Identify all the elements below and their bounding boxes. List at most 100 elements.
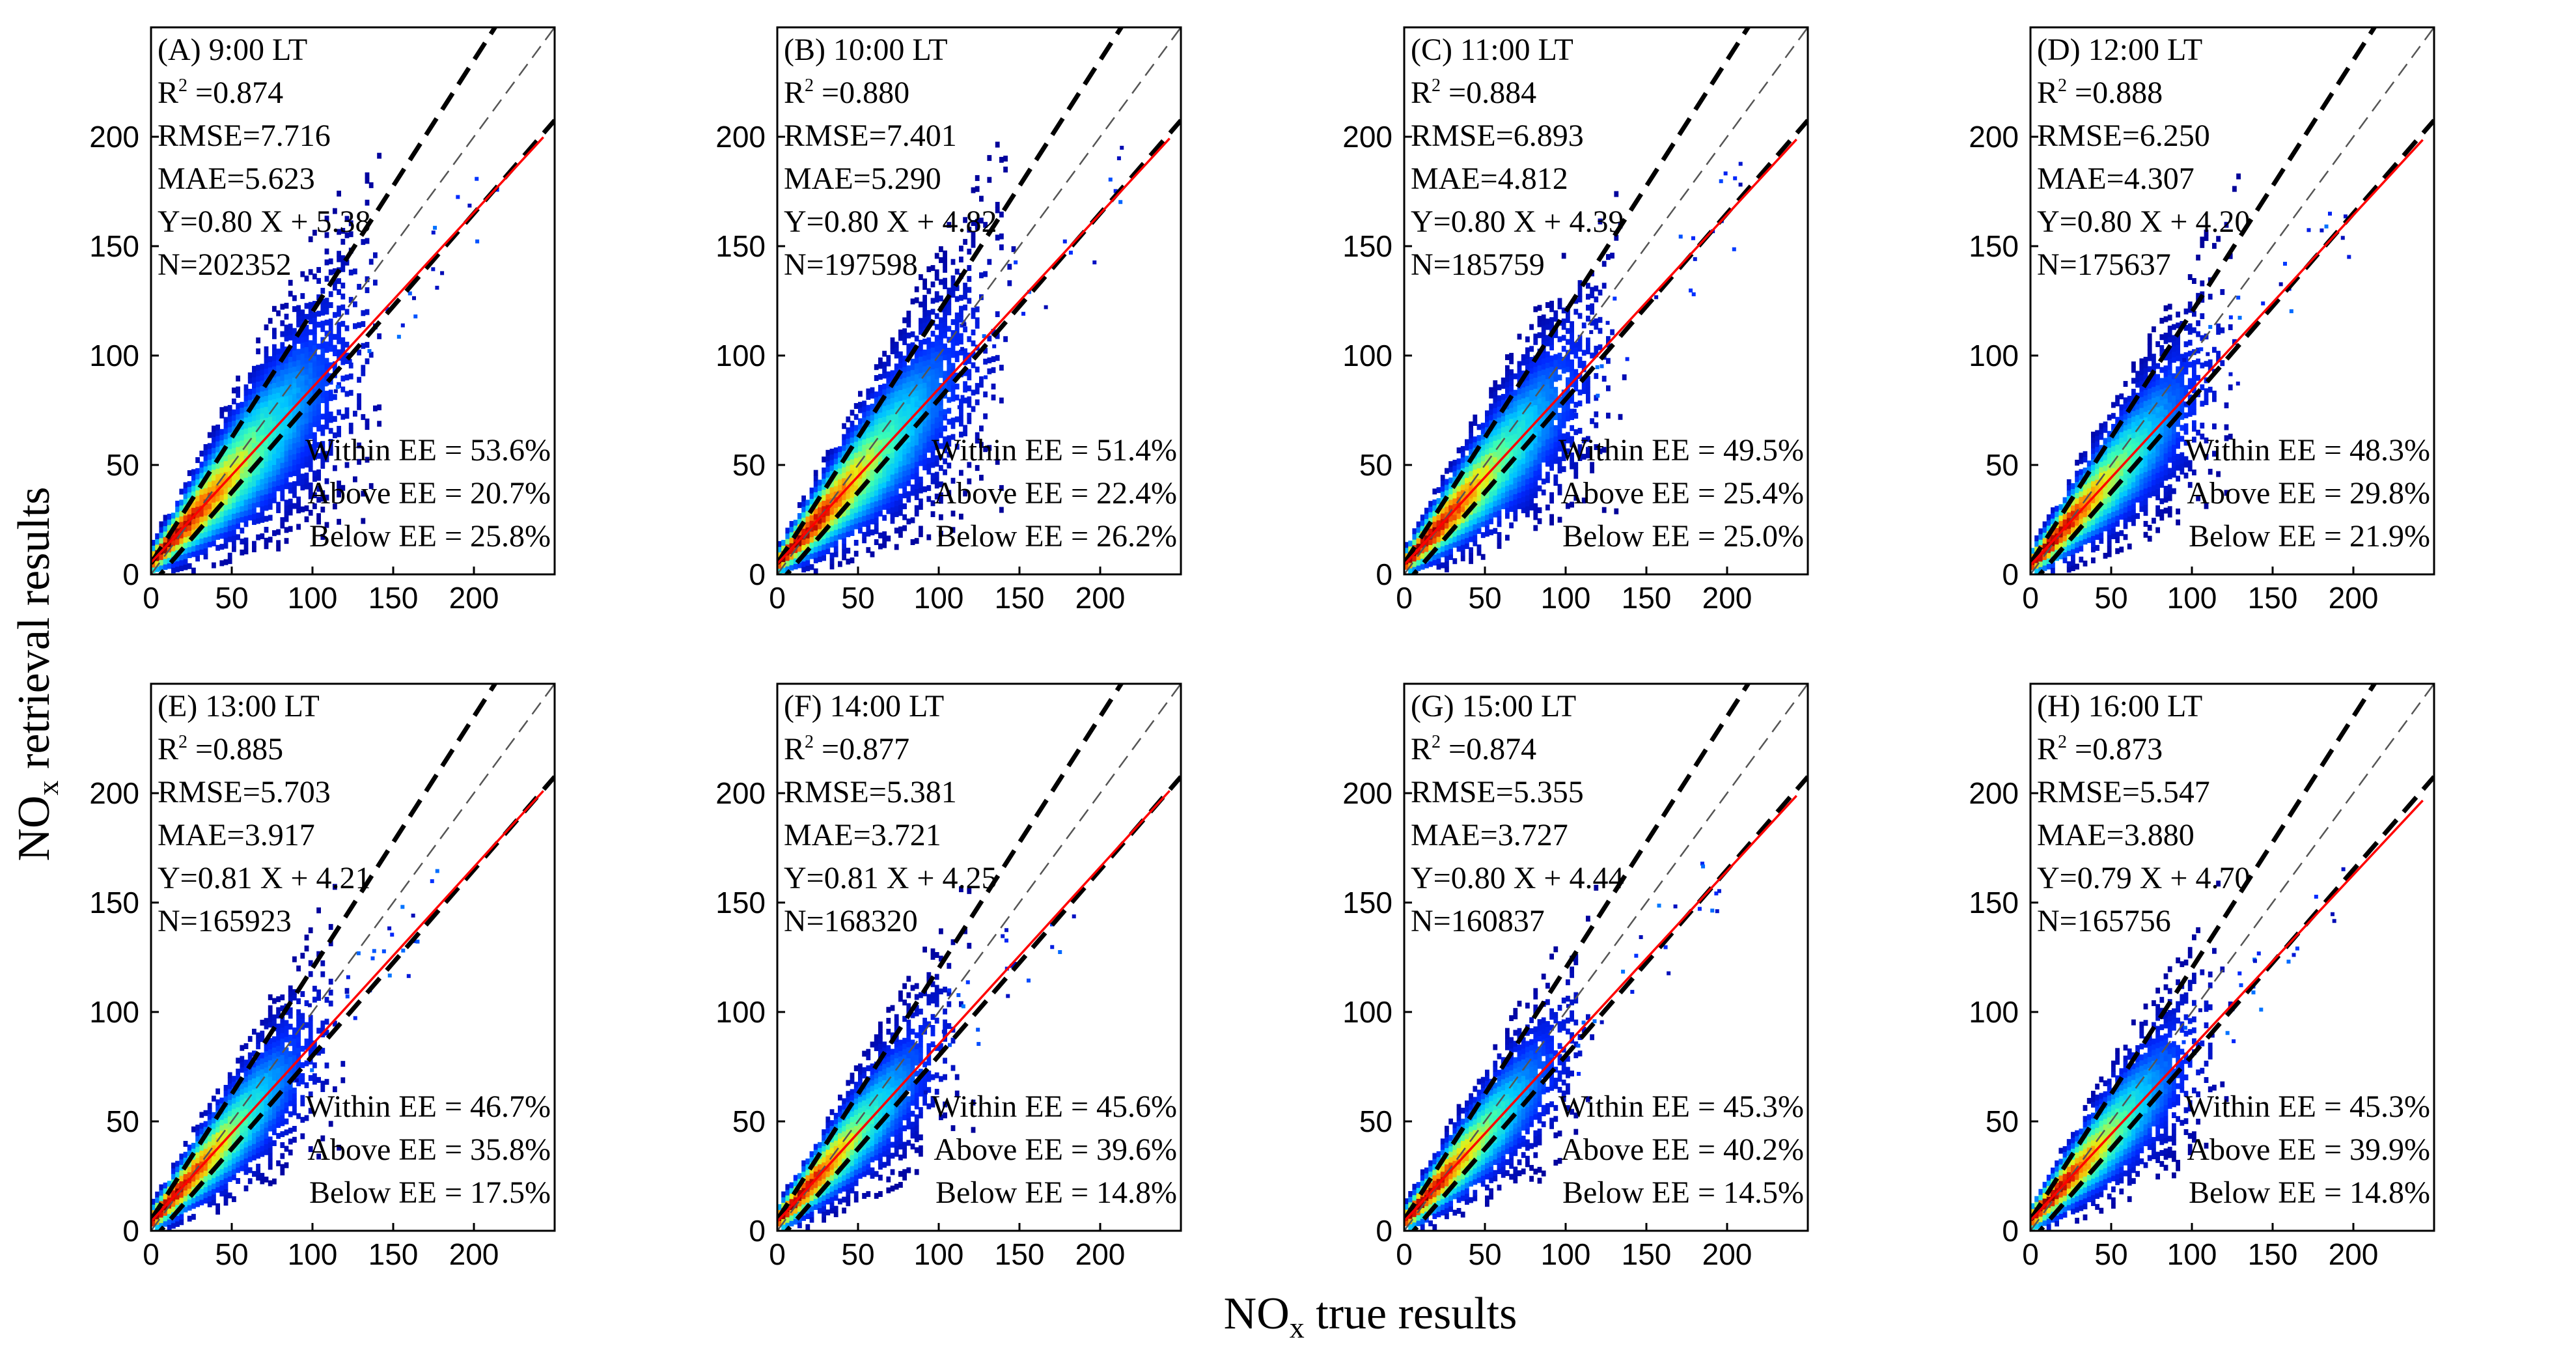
density-cell	[240, 1105, 245, 1112]
density-cell	[947, 364, 952, 371]
density-cell	[312, 454, 317, 460]
outlier-cell	[1732, 247, 1736, 251]
outlier-cell	[435, 285, 439, 290]
density-cell	[240, 429, 245, 436]
density-cell	[243, 423, 249, 429]
density-cell	[1485, 492, 1489, 499]
density-cell	[260, 484, 265, 490]
density-cell	[954, 356, 960, 363]
density-cell	[2172, 400, 2176, 407]
density-cell	[898, 460, 903, 467]
density-cell	[910, 364, 915, 371]
density-cell	[1586, 304, 1590, 311]
density-cell	[312, 438, 317, 444]
density-cell	[232, 1152, 236, 1158]
density-cell	[304, 461, 309, 468]
density-cell	[260, 445, 265, 452]
density-cell	[2095, 501, 2099, 507]
density-cell	[1553, 354, 1558, 360]
density-cell	[292, 481, 297, 487]
density-cell	[219, 1179, 225, 1186]
density-cell	[2127, 543, 2132, 550]
density-cell	[1513, 412, 1518, 418]
density-cell	[902, 333, 907, 340]
density-cell	[2163, 376, 2168, 383]
density-cell	[280, 347, 285, 354]
density-cell	[1485, 415, 1489, 422]
density-cell	[223, 1117, 229, 1124]
density-cell	[368, 182, 374, 188]
density-cell	[922, 387, 927, 394]
density-cell	[171, 518, 176, 524]
density-cell	[1553, 452, 1558, 458]
density-cell	[1493, 424, 1498, 430]
density-cell	[223, 471, 229, 478]
density-cell	[256, 1136, 260, 1143]
density-cell	[886, 448, 891, 455]
density-cell	[1590, 462, 1594, 468]
outlier-cell	[1108, 177, 1113, 182]
density-cell	[822, 467, 826, 473]
density-cell	[212, 524, 216, 530]
density-cell	[1445, 506, 1449, 513]
density-cell	[954, 285, 960, 291]
density-cell	[159, 526, 164, 533]
density-cell	[2167, 363, 2172, 370]
density-cell	[312, 301, 317, 307]
density-cell	[2139, 391, 2144, 397]
density-cell	[919, 389, 923, 395]
density-cell	[316, 496, 321, 503]
density-cell	[260, 1173, 265, 1179]
density-cell	[947, 369, 952, 376]
density-cell	[2152, 452, 2156, 458]
density-cell	[2051, 535, 2055, 541]
density-cell	[1432, 499, 1437, 506]
density-cell	[829, 470, 835, 477]
density-cell	[280, 495, 285, 501]
density-cell	[886, 442, 891, 449]
density-cell	[1473, 469, 1478, 475]
density-cell	[1517, 443, 1522, 449]
density-cell	[1509, 380, 1514, 386]
density-cell	[163, 1188, 168, 1194]
density-cell	[203, 1198, 208, 1204]
outlier-cell	[348, 359, 352, 363]
density-cell	[207, 448, 212, 455]
density-cell	[324, 401, 329, 408]
density-cell	[1497, 450, 1502, 456]
density-cell	[2062, 541, 2068, 547]
density-cell	[930, 429, 935, 436]
density-cell	[187, 563, 192, 569]
density-cell	[947, 386, 952, 392]
density-cell	[2107, 447, 2112, 453]
density-cell	[2155, 467, 2160, 473]
density-cell	[280, 424, 285, 430]
density-cell	[874, 501, 879, 507]
density-cell	[179, 532, 184, 539]
density-cell	[1533, 404, 1538, 411]
density-cell	[1533, 421, 1538, 427]
density-cell	[1501, 492, 1506, 499]
density-cell	[312, 448, 317, 455]
density-cell	[829, 525, 835, 531]
outlier-cell	[1738, 161, 1743, 166]
density-cell	[219, 412, 225, 419]
density-cell	[320, 490, 325, 496]
density-cell	[846, 531, 851, 537]
density-cell	[922, 448, 927, 455]
density-cell	[902, 481, 907, 488]
density-cell	[300, 364, 305, 371]
density-cell	[947, 358, 952, 365]
density-cell	[1497, 439, 1502, 445]
density-cell	[1501, 410, 1506, 417]
density-cell	[240, 1132, 245, 1139]
density-cell	[2099, 466, 2104, 473]
density-cell	[1590, 309, 1594, 315]
density-cell	[842, 494, 846, 500]
density-cell	[2208, 359, 2213, 365]
density-cell	[2139, 369, 2144, 376]
density-cell	[930, 456, 935, 463]
r2-value: R2 =0.880	[784, 76, 909, 110]
density-cell	[2196, 358, 2200, 365]
density-cell	[1561, 324, 1566, 330]
